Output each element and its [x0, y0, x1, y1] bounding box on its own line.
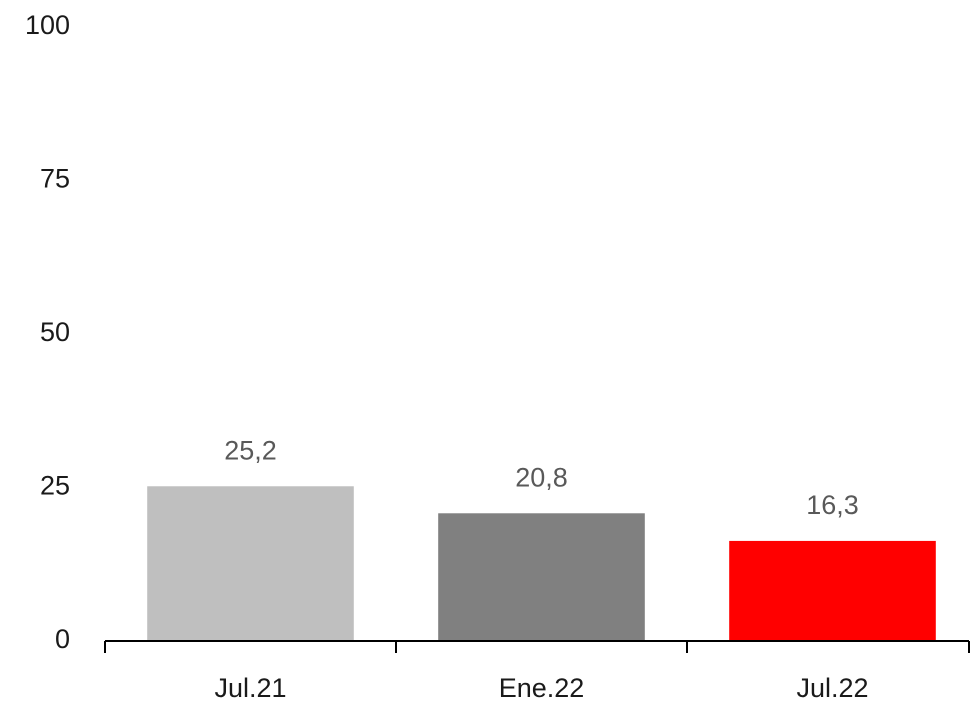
bar	[438, 513, 645, 641]
y-tick-label: 75	[40, 164, 70, 194]
bar	[147, 486, 354, 641]
y-tick-label: 0	[55, 624, 70, 654]
bar	[729, 540, 936, 641]
x-tick-label: Ene.22	[499, 673, 585, 703]
value-label: 16,3	[806, 490, 859, 520]
y-tick-label: 50	[40, 317, 70, 347]
x-tick-label: Jul.22	[796, 673, 868, 703]
value-label: 20,8	[515, 462, 568, 492]
y-tick-label: 25	[40, 471, 70, 501]
y-tick-label: 100	[25, 10, 70, 40]
x-tick-label: Jul.21	[214, 673, 286, 703]
value-label: 25,2	[224, 435, 277, 465]
